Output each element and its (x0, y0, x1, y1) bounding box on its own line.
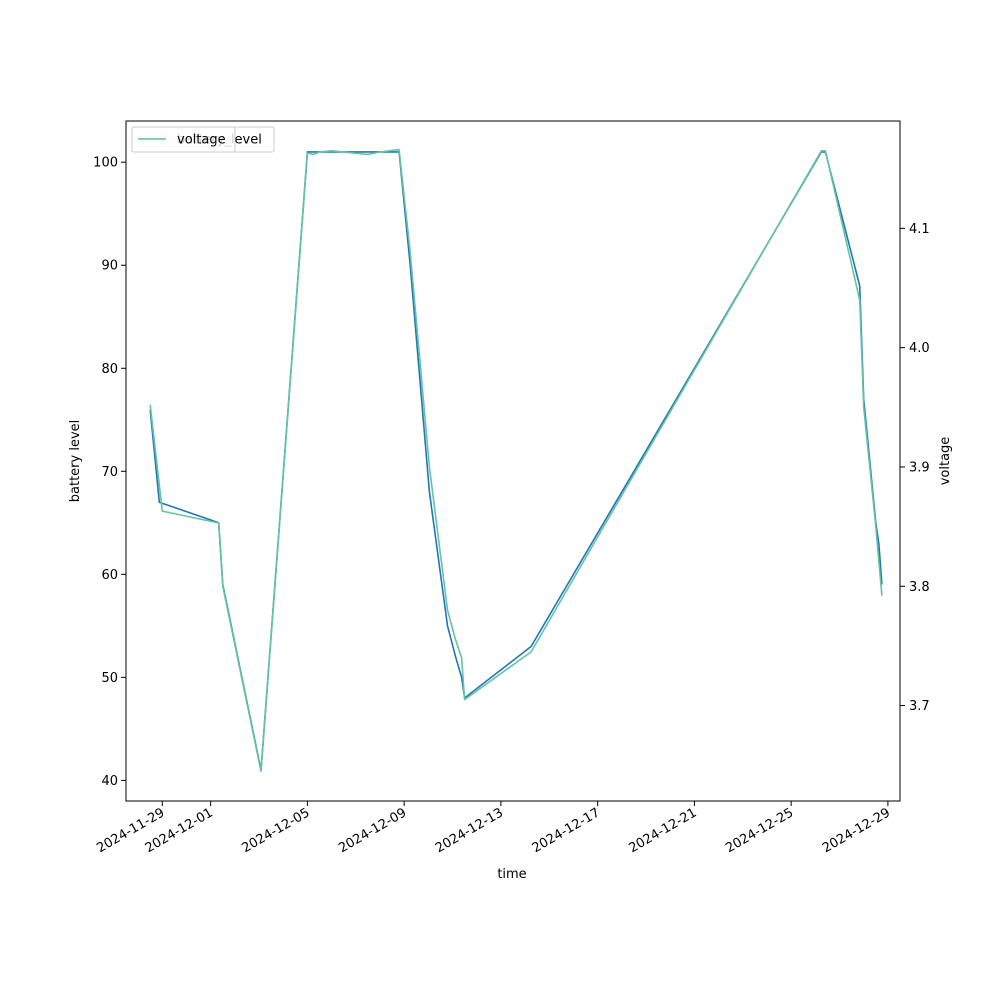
y-tick-label: 40 (101, 774, 118, 789)
series-layer (149, 148, 883, 773)
y-tick-label: 100 (93, 156, 118, 171)
y-right-tick-label: 3.7 (909, 699, 930, 714)
y-right-tick-label: 3.8 (909, 580, 930, 595)
legend-box-overlay (131, 126, 236, 153)
y-axis-right-title: voltage (938, 437, 953, 486)
y-tick-label: 60 (101, 568, 118, 583)
y-axis-title: battery level (68, 420, 83, 503)
series-line-voltage (149, 148, 883, 773)
y-tick-label: 90 (101, 259, 118, 274)
y-axis-right: 3.7 3.8 3.9 4.0 4.1 (900, 222, 930, 714)
x-axis-title: time (497, 867, 526, 882)
legend-label-voltage: voltage (177, 133, 226, 148)
y-right-tick-label: 4.0 (909, 341, 930, 356)
y-axis-left: 40 50 60 70 80 90 100 (93, 156, 126, 789)
y-right-tick-label: 4.1 (909, 222, 930, 237)
y-tick-label: 50 (101, 671, 118, 686)
y-right-tick-label: 3.9 (909, 460, 930, 475)
y-tick-label: 80 (101, 362, 118, 377)
y-tick-label: 70 (101, 465, 118, 480)
plot-frame (125, 120, 901, 802)
